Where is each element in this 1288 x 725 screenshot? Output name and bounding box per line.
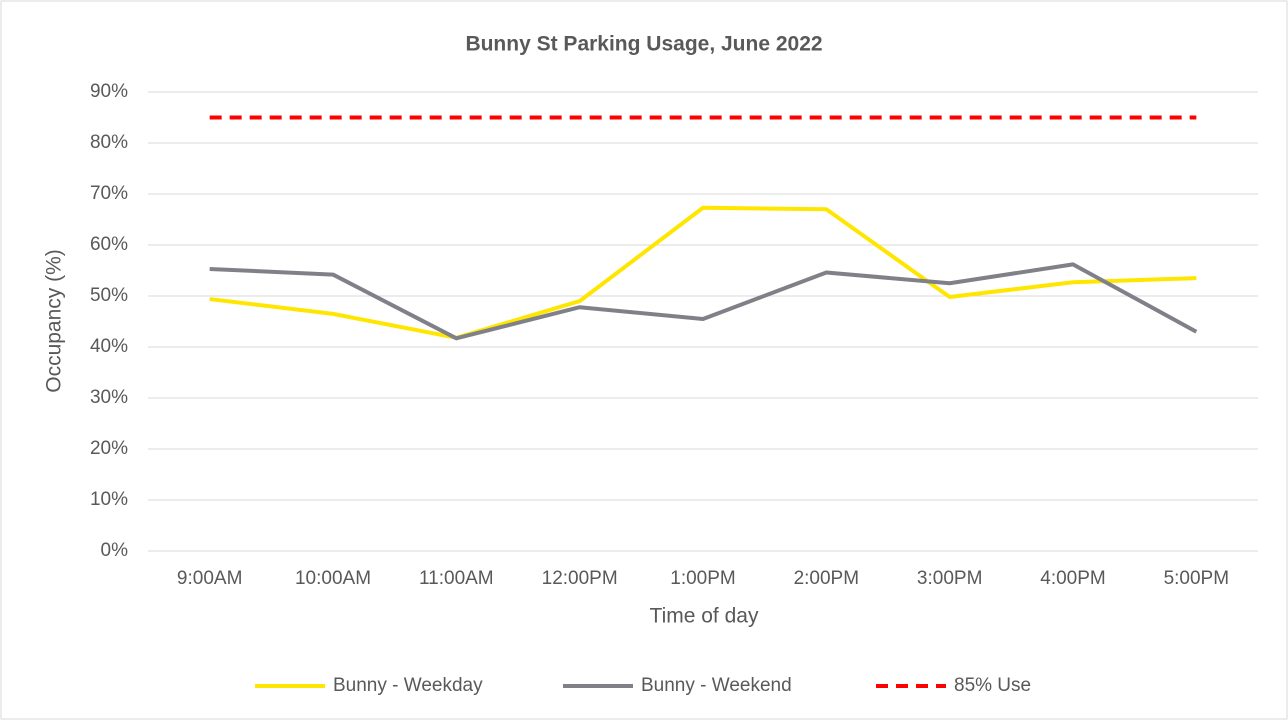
x-tick-label: 4:00PM [1040,568,1105,589]
x-tick-label: 3:00PM [917,568,982,589]
y-tick-label: 30% [90,387,128,408]
y-tick-label: 20% [90,438,128,459]
series-line [209,262,1198,341]
x-tick-label: 5:00PM [1164,568,1229,589]
x-tick-label: 11:00AM [419,568,494,589]
y-tick-label: 80% [90,132,128,153]
x-axis-label: Time of day [650,605,759,628]
y-tick-label: 70% [90,183,128,204]
y-tick-label: 40% [90,336,128,357]
series-line [209,205,1197,340]
legend-label: Bunny - Weekend [641,675,792,696]
legend-label: Bunny - Weekday [333,675,483,696]
x-tick-label: 10:00AM [295,568,371,589]
legend-label: 85% Use [954,675,1031,696]
y-tick-label: 90% [90,81,128,102]
x-tick-label: 2:00PM [794,568,859,589]
y-tick-label: 50% [90,285,128,306]
y-tick-label: 60% [90,234,128,255]
y-axis-label: Occupancy (%) [43,249,66,393]
x-tick-label: 1:00PM [670,568,735,589]
y-tick-label: 10% [90,489,128,510]
x-tick-label: 12:00PM [542,568,618,589]
chart-title: Bunny St Parking Usage, June 2022 [465,33,822,56]
y-tick-label: 0% [101,540,129,561]
x-tick-label: 9:00AM [177,568,242,589]
